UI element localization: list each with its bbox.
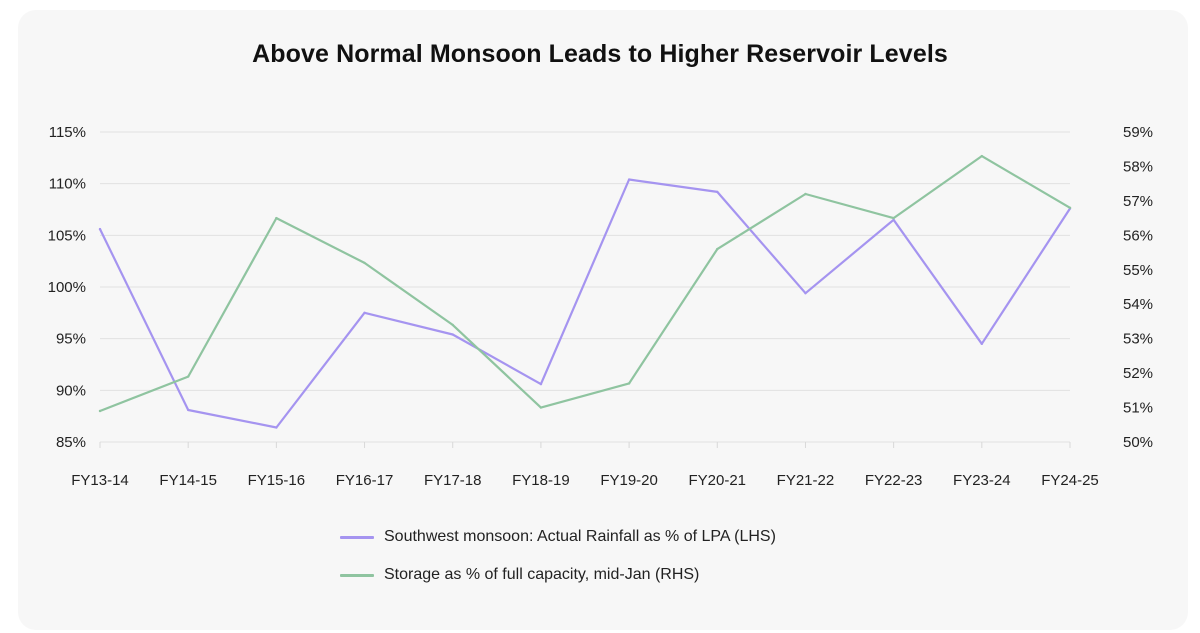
- data-point-rainfall: [716, 190, 719, 194]
- x-axis-tick-label: FY23-24: [953, 472, 1011, 489]
- data-point-storage: [627, 382, 631, 385]
- left-axis-tick-label: 110%: [49, 176, 86, 193]
- left-axis-tick-label: 90%: [56, 382, 86, 399]
- data-point-rainfall: [98, 227, 102, 231]
- x-axis-tick-label: FY20-21: [688, 472, 746, 489]
- legend-swatch-rainfall: [340, 535, 374, 539]
- x-axis-tick-label: FY16-17: [336, 472, 394, 489]
- left-axis-tick-label: 105%: [48, 227, 86, 244]
- x-axis-tick-label: FY18-19: [512, 472, 570, 489]
- left-axis-tick-label: 100%: [48, 279, 86, 296]
- data-point-storage: [451, 323, 454, 327]
- data-point-rainfall: [892, 218, 895, 222]
- x-axis-tick-label: FY15-16: [248, 472, 306, 489]
- data-point-storage: [275, 216, 278, 220]
- legend-item-storage: Storage as % of full capacity, mid-Jan (…: [340, 564, 699, 586]
- chart-card: [18, 10, 1188, 630]
- data-point-rainfall: [539, 382, 543, 386]
- data-point-storage: [1068, 206, 1072, 209]
- x-axis-tick-label: FY22-23: [865, 472, 923, 489]
- legend-label-storage: Storage as % of full capacity, mid-Jan (…: [384, 566, 700, 583]
- x-axis-tick-label: FY14-15: [159, 472, 217, 489]
- right-axis-tick-label: 51%: [1123, 400, 1153, 417]
- chart-title: Above Normal Monsoon Leads to Higher Res…: [252, 40, 948, 68]
- right-axis-tick-label: 57%: [1123, 193, 1153, 210]
- data-point-storage: [892, 216, 895, 220]
- left-axis-tick-label: 115%: [49, 124, 86, 141]
- data-point-storage: [804, 192, 807, 196]
- x-axis-tick-label: FY17-18: [424, 472, 482, 489]
- right-axis-tick-label: 52%: [1123, 365, 1153, 382]
- left-axis-tick-label: 85%: [56, 434, 86, 451]
- data-point-storage: [539, 406, 543, 409]
- data-point-rainfall: [804, 292, 807, 295]
- data-point-storage: [363, 261, 366, 265]
- data-point-storage: [98, 409, 102, 413]
- legend-item-rainfall: Southwest monsoon: Actual Rainfall as % …: [340, 526, 776, 548]
- data-point-rainfall: [186, 408, 190, 412]
- right-axis-tick-label: 59%: [1123, 124, 1153, 141]
- right-axis-tick-label: 53%: [1123, 331, 1153, 348]
- x-axis-tick-label: FY24-25: [1041, 472, 1099, 489]
- data-point-rainfall: [275, 426, 278, 429]
- data-point-rainfall: [363, 311, 366, 315]
- right-axis-tick-label: 55%: [1123, 262, 1153, 279]
- x-axis-tick-label: FY21-22: [777, 472, 835, 489]
- data-point-storage: [186, 375, 190, 378]
- data-point-rainfall: [627, 178, 631, 181]
- series-line-storage: [98, 155, 1072, 413]
- legend-label-rainfall: Southwest monsoon: Actual Rainfall as % …: [384, 528, 776, 545]
- x-axis-tick-label: FY19-20: [600, 472, 658, 489]
- data-point-rainfall: [451, 333, 454, 336]
- right-axis-tick-label: 50%: [1123, 434, 1153, 451]
- legend-swatch-storage: [340, 573, 374, 577]
- left-axis-tick-label: 95%: [56, 331, 86, 348]
- right-axis-tick-label: 58%: [1123, 158, 1153, 175]
- data-point-rainfall: [980, 342, 984, 346]
- x-axis-tick-label: FY13-14: [71, 472, 129, 489]
- data-point-storage: [980, 154, 984, 158]
- right-axis-tick-label: 56%: [1123, 227, 1153, 244]
- data-point-storage: [716, 247, 719, 251]
- right-axis-tick-label: 54%: [1123, 296, 1153, 313]
- series-line-rainfall: [98, 178, 1072, 429]
